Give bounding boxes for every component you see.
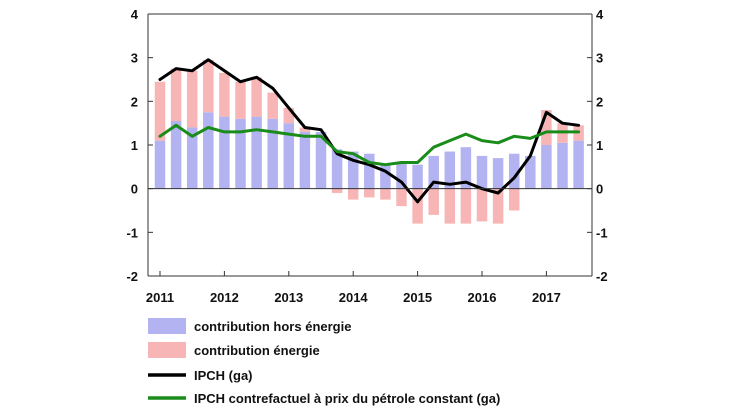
y-tick-label-left: 4: [131, 7, 139, 22]
bar-energie: [235, 81, 246, 119]
bar-energie: [364, 188, 375, 198]
bar-hors-energie: [412, 164, 423, 189]
bar-hors-energie: [476, 155, 488, 189]
bar-energie: [154, 81, 166, 141]
y-tick-label-left: -1: [126, 225, 138, 240]
bar-hors-energie: [460, 147, 472, 189]
y-tick-label-right: -2: [596, 269, 608, 284]
bars: [154, 59, 584, 224]
legend-item-hors-energie-swatch: [148, 318, 186, 334]
x-tick-label: 2015: [403, 290, 432, 305]
bar-energie: [251, 77, 262, 117]
bar-hors-energie: [219, 116, 230, 189]
legend-item-hors-energie-label: contribution hors énergie: [194, 319, 351, 334]
y-tick-label-left: 2: [131, 94, 138, 109]
x-tick-label: 2016: [468, 290, 497, 305]
y-tick-label-left: 1: [131, 138, 138, 153]
bar-energie: [428, 188, 439, 215]
bar-energie: [380, 188, 391, 200]
bar-energie: [219, 72, 230, 117]
bar-hors-energie: [525, 155, 536, 189]
bar-hors-energie: [203, 112, 214, 189]
bar-hors-energie: [444, 151, 456, 189]
bar-hors-energie: [267, 118, 278, 189]
y-tick-label-left: -2: [126, 269, 138, 284]
legend-item-energie-label: contribution énergie: [194, 343, 320, 358]
x-tick-label: 2013: [274, 290, 303, 305]
bar-hors-energie: [235, 118, 246, 189]
legend-item-energie-swatch: [148, 342, 186, 358]
y-tick-label-right: 1: [596, 138, 603, 153]
axes: -2 -1 0 1 2 3 4 -2 -1 0 1 2 3 4 2011 2012 2013 2014 2015 20…: [126, 7, 607, 305]
counterfactual-line: [158, 123, 581, 167]
bar-hors-energie: [186, 127, 198, 189]
y-tick-label-right: -1: [596, 225, 608, 240]
bar-hors-energie: [154, 140, 166, 189]
bar-energie: [412, 188, 423, 224]
y-tick-label-left: 0: [131, 182, 138, 197]
y-tick-label-right: 0: [596, 182, 603, 197]
y-tick-label-right: 2: [596, 94, 603, 109]
bar-hors-energie: [170, 120, 182, 189]
bar-hors-energie: [396, 162, 407, 189]
bar-hors-energie: [492, 158, 504, 189]
bar-energie: [283, 107, 295, 124]
legend: contribution hors énergie contribution én…: [148, 318, 500, 406]
x-tick-label: 2017: [532, 290, 561, 305]
bar-energie: [347, 188, 359, 200]
bar-energie: [203, 59, 214, 113]
bar-hors-energie: [283, 123, 295, 189]
x-tick-label: 2011: [146, 290, 174, 305]
bar-energie: [508, 188, 520, 211]
bar-energie: [492, 188, 504, 224]
bar-hors-energie: [347, 151, 359, 189]
y-tick-label-right: 4: [596, 7, 604, 22]
y-tick-label-left: 3: [131, 51, 138, 66]
bar-hors-energie: [380, 164, 391, 189]
bar-hors-energie: [364, 153, 375, 189]
bar-hors-energie: [428, 155, 439, 189]
bar-energie: [460, 188, 472, 224]
bar-hors-energie: [573, 140, 584, 189]
bar-hors-energie: [299, 131, 311, 189]
bar-hors-energie: [541, 145, 552, 189]
bar-energie: [299, 127, 311, 132]
bar-hors-energie: [557, 142, 568, 189]
x-tick-label: 2012: [210, 290, 239, 305]
bar-energie: [541, 110, 552, 145]
ipch-line: [158, 58, 581, 204]
bar-energie: [444, 188, 456, 224]
legend-item-contrefactuel-label: IPCH contrefactuel à prix du pétrole con…: [194, 391, 500, 406]
bar-energie: [476, 188, 488, 222]
lines: [158, 58, 581, 204]
bar-hors-energie: [251, 116, 262, 189]
bar-hors-energie: [508, 153, 520, 189]
bar-energie: [267, 92, 278, 119]
bar-energie: [331, 188, 343, 194]
y-tick-label-right: 3: [596, 51, 603, 66]
legend-item-ipch-label: IPCH (ga): [194, 368, 253, 383]
bar-hors-energie: [315, 131, 327, 189]
bar-energie: [170, 68, 182, 121]
x-tick-label: 2014: [339, 290, 369, 305]
bar-energie: [186, 70, 198, 128]
bar-energie: [396, 188, 407, 207]
bar-hors-energie: [331, 149, 343, 189]
